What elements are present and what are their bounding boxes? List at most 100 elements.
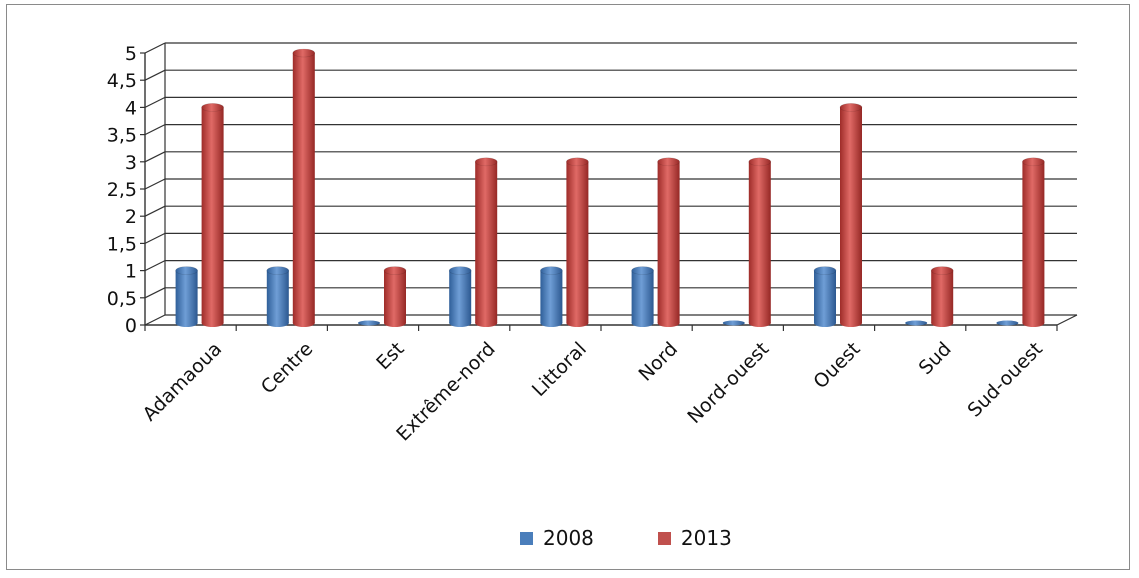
bar-2008-5-body — [631, 270, 654, 323]
bar-2008-2-base — [358, 320, 380, 326]
grid-diagonal — [144, 314, 166, 326]
x-category-label: Adamaoua — [139, 338, 227, 426]
legend-swatch-2008 — [520, 531, 533, 545]
bar-2008-1-top — [266, 266, 290, 275]
bar-2008-5-top — [631, 266, 654, 275]
legend-label-2013: 2013 — [680, 526, 732, 550]
bar-2013-2 — [383, 266, 407, 327]
bar-2008-4 — [540, 266, 563, 327]
bar-2013-5-top — [657, 157, 680, 167]
bar-2013-4-body — [566, 161, 589, 323]
y-axis-tick-labels: 0 0,5 1 1,5 2 2,5 3 3,5 4 4,5 5 — [107, 43, 137, 337]
grid-diagonal — [144, 42, 166, 54]
y-tick-label: 0 — [125, 315, 137, 337]
bar-2013-3-top — [474, 157, 498, 167]
x-category-label: Littoral — [528, 338, 591, 401]
bar-2013-2-body — [384, 270, 406, 323]
y-tick-label: 2,5 — [107, 179, 137, 201]
bar-2013-5-body — [657, 161, 680, 323]
grid-diagonal — [144, 260, 166, 272]
x-category-label: Est — [372, 338, 408, 374]
bar-2008-9-base — [996, 320, 1019, 326]
x-category-label: Sud — [915, 338, 956, 379]
grid-diagonal — [144, 232, 166, 244]
bar-2013-7-body — [840, 107, 862, 324]
bar-2008-6 — [722, 320, 745, 326]
bar-2013-0-body — [201, 107, 224, 324]
bar-2013-1-body — [292, 53, 315, 323]
grid-diagonal — [144, 96, 166, 108]
bar-2008-1-body — [266, 270, 289, 323]
bar-2013-8 — [930, 266, 954, 327]
grid-diagonal — [144, 69, 166, 81]
legend-item-2013: 2013 — [657, 526, 732, 550]
bar-2008-3-top — [448, 266, 472, 275]
y-tick-label: 4 — [125, 97, 137, 119]
y-tick-label: 1,5 — [107, 233, 137, 255]
bar-2008-4-body — [540, 270, 563, 323]
bar-2008-2 — [358, 320, 380, 326]
gridlines — [144, 42, 1077, 326]
bar-2013-6-body — [748, 161, 771, 323]
bar-2008-0 — [175, 266, 198, 327]
bar-2008-5 — [631, 266, 654, 327]
y-tick-label: 4,5 — [107, 70, 137, 92]
grid-diagonal — [144, 178, 166, 190]
bar-2008-8-base — [905, 320, 928, 326]
bar-2008-1 — [266, 266, 290, 327]
x-category-label: Centre — [257, 338, 317, 398]
bar-2013-9 — [1022, 157, 1045, 327]
bar-2008-7 — [813, 266, 837, 327]
bar-2013-1-top — [292, 48, 316, 58]
legend-item-2008: 2008 — [520, 526, 594, 550]
bar-2008-9 — [996, 320, 1019, 326]
bar-2008-3 — [448, 266, 472, 327]
y-tick-label: 0,5 — [107, 288, 137, 310]
bar-2013-8-body — [931, 270, 954, 323]
bar-2013-9-body — [1022, 161, 1045, 323]
grid-diagonal — [144, 124, 166, 136]
x-category-label: Ouest — [809, 338, 864, 393]
x-category-label: Sud-ouest — [963, 338, 1046, 421]
bar-2013-2-top — [383, 266, 407, 275]
grid-diagonal — [144, 287, 166, 299]
legend-label-2008: 2008 — [543, 526, 594, 550]
x-category-label: Nord-ouest — [683, 338, 773, 428]
y-tick-label: 5 — [125, 43, 137, 65]
bar-2013-9-top — [1022, 157, 1045, 167]
bar-2013-7 — [839, 103, 863, 327]
bar-2013-0-top — [201, 103, 224, 112]
grid-diagonal — [144, 205, 166, 217]
y-tick-label: 3,5 — [107, 125, 137, 147]
x-category-label: Nord — [634, 338, 682, 386]
bar-2013-6 — [748, 157, 772, 327]
grid-diagonal — [144, 151, 166, 163]
bar-2008-6-base — [722, 320, 745, 326]
x-category-label: Extrême-nord — [392, 338, 500, 446]
bar-2013-3 — [474, 157, 498, 327]
bar-2008-4-top — [540, 266, 563, 275]
bar-2008-8 — [905, 320, 928, 326]
bar-2013-4 — [566, 157, 589, 327]
bar-2008-7-top — [813, 266, 837, 275]
floor-right-edge — [1056, 314, 1078, 326]
bar-2013-4-top — [566, 157, 589, 167]
bar-2013-1 — [292, 48, 316, 327]
legend-swatch-2013 — [657, 531, 671, 545]
bar-2013-6-top — [748, 157, 772, 167]
y-tick-label: 1 — [125, 261, 137, 283]
bar-2008-7-body — [814, 270, 836, 323]
y-tick-label: 3 — [125, 152, 137, 174]
bar-2013-0 — [201, 103, 224, 327]
bar-2008-3-body — [449, 270, 472, 323]
bars — [175, 48, 1045, 327]
bar-2008-0-body — [175, 270, 198, 323]
bar-2013-8-top — [930, 266, 954, 275]
bar-2013-7-top — [839, 103, 863, 112]
bar-2008-0-top — [175, 266, 198, 275]
legend: 2008 2013 — [520, 526, 796, 550]
y-tick-label: 2 — [125, 206, 137, 228]
bar-2013-5 — [657, 157, 680, 327]
